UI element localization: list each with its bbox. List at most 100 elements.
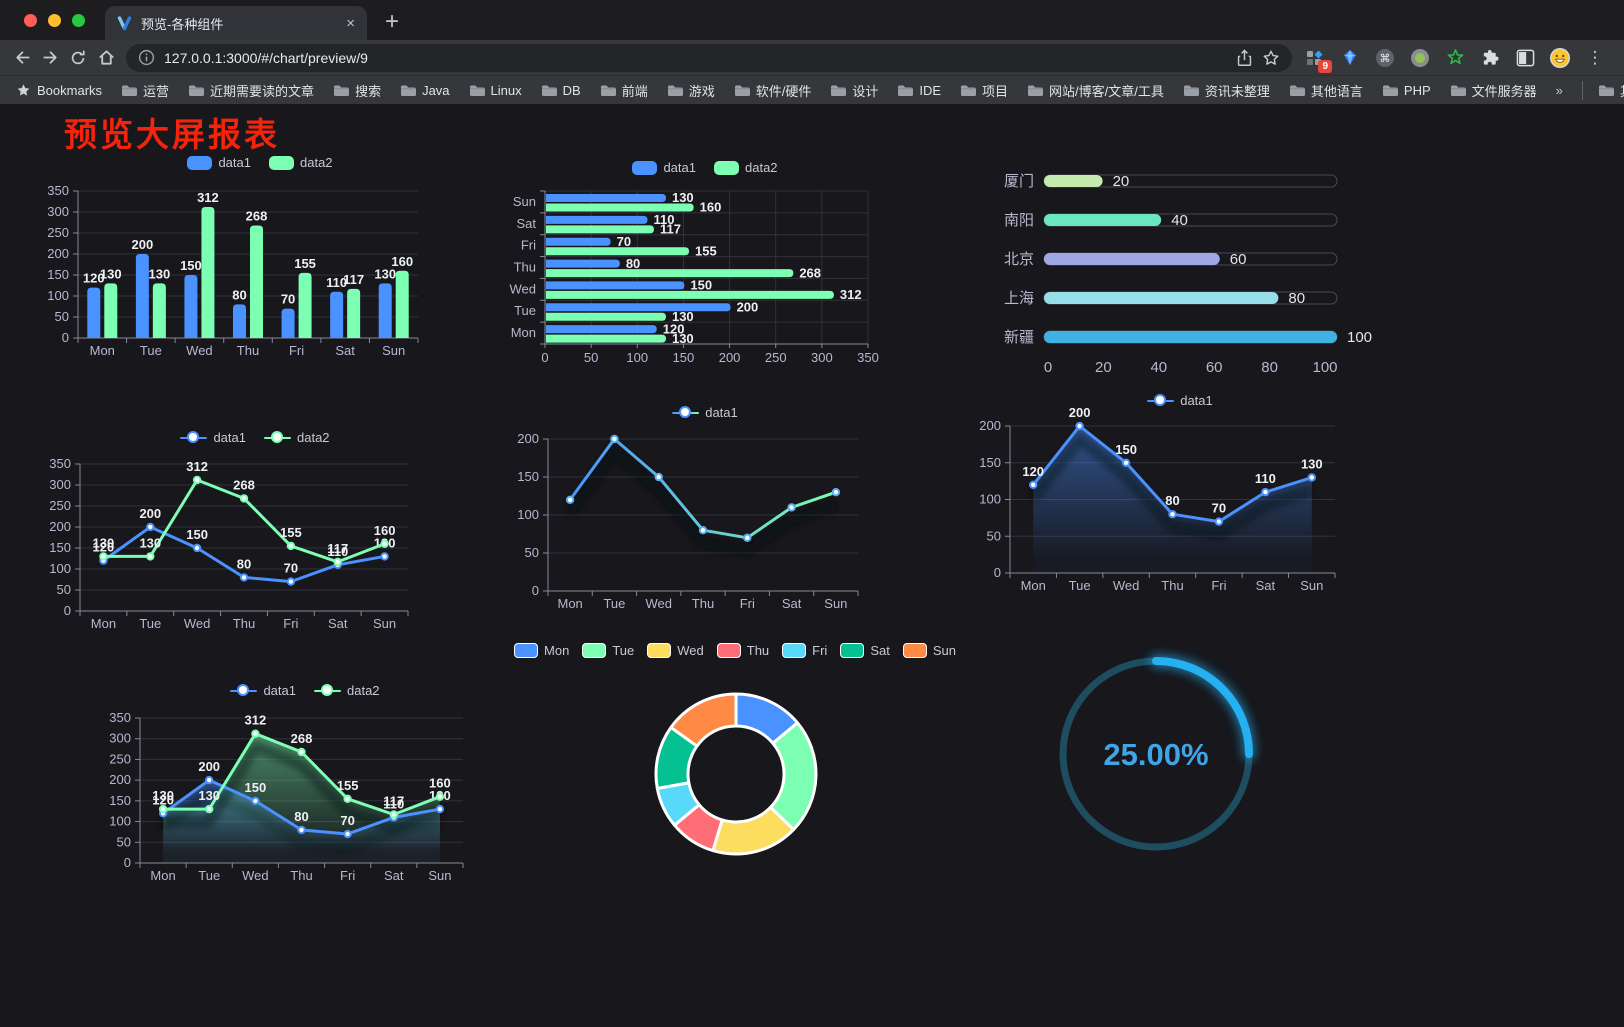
bookmark-folder-item[interactable]: 资讯未整理 xyxy=(1183,81,1270,100)
data-point[interactable] xyxy=(146,522,155,532)
legend-item[interactable]: data2 xyxy=(264,430,330,445)
data-point[interactable] xyxy=(1214,517,1224,526)
data-point[interactable] xyxy=(297,747,306,757)
bookmark-folder-item[interactable]: 运营 xyxy=(121,81,169,100)
data-point[interactable] xyxy=(239,494,249,503)
data-point[interactable] xyxy=(286,541,296,551)
bar-data2[interactable] xyxy=(152,283,166,338)
data-point[interactable] xyxy=(286,577,296,586)
legend-item[interactable]: Mon xyxy=(514,643,569,658)
reload-button[interactable] xyxy=(64,44,92,72)
extensions-puzzle-icon[interactable] xyxy=(1479,47,1501,69)
forward-button[interactable] xyxy=(36,44,64,72)
minimize-window-button[interactable] xyxy=(48,14,61,27)
bar-data2[interactable] xyxy=(546,290,834,299)
bar-data2[interactable] xyxy=(546,312,666,321)
data-point[interactable] xyxy=(205,804,214,814)
legend-item[interactable]: data1 xyxy=(230,683,296,698)
recorder-extension-icon[interactable] xyxy=(1409,47,1431,69)
bookmark-folder-item[interactable]: 文件服务器 xyxy=(1450,81,1537,100)
bookmarks-overflow-chevron[interactable]: » xyxy=(1556,83,1563,98)
legend-item[interactable]: data1 xyxy=(180,430,246,445)
bookmark-folder-item[interactable]: 前端 xyxy=(600,81,648,100)
bar-data1[interactable] xyxy=(233,304,246,338)
data-point[interactable] xyxy=(192,475,202,485)
legend-item[interactable]: Wed xyxy=(647,643,704,658)
site-info-icon[interactable] xyxy=(138,49,155,66)
data-point[interactable] xyxy=(192,543,202,553)
capsule-bar[interactable] xyxy=(1044,253,1220,265)
legend-item[interactable]: data1 xyxy=(1147,393,1213,408)
bar-data2[interactable] xyxy=(250,225,263,338)
bar-data2[interactable] xyxy=(546,334,666,343)
bookmark-folder-item[interactable]: 网站/博客/文章/工具 xyxy=(1027,81,1164,100)
browser-tab[interactable]: 预览-各种组件 × xyxy=(105,6,367,40)
data-point[interactable] xyxy=(565,495,575,505)
bookmark-folder-item[interactable]: 其他语言 xyxy=(1289,81,1363,100)
bookmark-folder-item[interactable]: 搜索 xyxy=(333,81,381,100)
bookmark-folder-item[interactable]: 项目 xyxy=(960,81,1008,100)
legend-item[interactable]: data1 xyxy=(672,405,738,420)
bar-data1[interactable] xyxy=(378,283,392,338)
bookmark-folder-item[interactable]: 近期需要读的文章 xyxy=(188,81,314,100)
data-point[interactable] xyxy=(1307,473,1316,482)
data-point[interactable] xyxy=(380,539,389,549)
data-point[interactable] xyxy=(205,775,214,785)
bookmark-folder-item[interactable]: 设计 xyxy=(830,81,878,100)
bar-data2[interactable] xyxy=(201,206,215,338)
bookmark-folder-item[interactable]: Linux xyxy=(469,83,522,98)
legend-item[interactable]: data2 xyxy=(314,683,380,698)
data-point[interactable] xyxy=(251,729,260,738)
legend-item[interactable]: data2 xyxy=(269,155,333,170)
capsule-bar[interactable] xyxy=(1044,175,1103,187)
bookmark-folder-item[interactable]: 软件/硬件 xyxy=(734,81,811,100)
data-point[interactable] xyxy=(1075,421,1084,431)
bookmark-folder-item[interactable]: Java xyxy=(400,83,450,98)
legend-item[interactable]: Thu xyxy=(716,643,769,658)
bookmark-folder-item[interactable]: 游戏 xyxy=(667,81,715,100)
address-bar[interactable]: 127.0.0.1:3000/#/chart/preview/9 xyxy=(126,43,1292,72)
bar-data2[interactable] xyxy=(546,203,694,212)
zoom-window-button[interactable] xyxy=(72,14,85,27)
legend-item[interactable]: Sun xyxy=(902,643,956,658)
data-point[interactable] xyxy=(343,829,352,839)
data-point[interactable] xyxy=(343,794,352,804)
bar-data1[interactable] xyxy=(546,303,731,312)
browser-menu-button[interactable]: ⋮ xyxy=(1586,47,1604,67)
legend-item[interactable]: Fri xyxy=(782,643,827,658)
bookmark-folder-item[interactable]: DB xyxy=(541,83,581,98)
bar-data2[interactable] xyxy=(546,269,794,278)
bar-data1[interactable] xyxy=(546,215,648,224)
bar-data2[interactable] xyxy=(395,270,409,338)
side-panel-icon[interactable] xyxy=(1514,47,1536,69)
tab-close-icon[interactable]: × xyxy=(346,14,355,32)
data-point[interactable] xyxy=(1168,510,1177,519)
legend-item[interactable]: Sat xyxy=(840,643,890,658)
data-point[interactable] xyxy=(654,472,663,482)
bar-data1[interactable] xyxy=(330,291,344,338)
data-point[interactable] xyxy=(435,804,445,814)
data-point[interactable] xyxy=(146,552,155,561)
bar-data1[interactable] xyxy=(546,237,611,246)
legend-item[interactable]: data2 xyxy=(714,160,778,175)
bar-data2[interactable] xyxy=(546,247,690,256)
bar-data1[interactable] xyxy=(281,308,295,338)
capsule-bar[interactable] xyxy=(1044,292,1279,304)
data-point[interactable] xyxy=(1029,480,1038,490)
bar-data1[interactable] xyxy=(135,254,149,338)
capsule-bar[interactable] xyxy=(1044,214,1162,226)
data-point[interactable] xyxy=(743,533,752,543)
close-window-button[interactable] xyxy=(24,14,37,27)
data-point[interactable] xyxy=(435,792,445,801)
bar-data1[interactable] xyxy=(87,287,101,338)
bar-data1[interactable] xyxy=(546,259,620,268)
bar-data2[interactable] xyxy=(104,283,118,338)
bar-data2[interactable] xyxy=(546,225,654,234)
data-point[interactable] xyxy=(610,434,619,444)
data-point[interactable] xyxy=(251,796,260,806)
bar-data1[interactable] xyxy=(546,194,666,202)
bar-data1[interactable] xyxy=(546,325,657,334)
legend-item[interactable]: data1 xyxy=(632,160,696,175)
data-point[interactable] xyxy=(297,825,306,835)
bar-data2[interactable] xyxy=(347,288,361,338)
